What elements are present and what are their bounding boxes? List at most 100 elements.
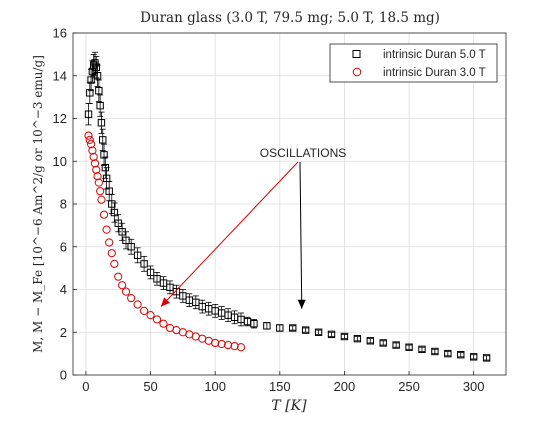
data-point-circle: [152, 315, 162, 324]
data-point-square: [418, 345, 426, 354]
data-point-square: [96, 101, 104, 110]
data-point-square: [457, 350, 465, 359]
data-point-square: [327, 330, 336, 339]
data-point-square: [179, 292, 187, 300]
data-point-square: [379, 339, 387, 347]
data-point-square: [353, 334, 362, 343]
data-point-circle: [146, 311, 155, 320]
data-point-circle: [105, 238, 114, 247]
x-axis-label: T [K]: [271, 398, 307, 414]
data-point-circle: [127, 293, 136, 303]
data-point-square: [97, 119, 106, 127]
y-tick-label: 10: [53, 154, 67, 169]
legend-label-5T: intrinsic Duran 5.0 T: [383, 49, 486, 61]
data-point-square: [122, 236, 130, 245]
data-point-circle: [224, 340, 233, 350]
data-point-square: [95, 87, 103, 95]
x-tick-label: 200: [334, 379, 356, 394]
data-point-square: [146, 268, 155, 277]
data-point-square: [108, 200, 116, 208]
data-point-square: [192, 298, 200, 307]
data-point-square: [405, 343, 413, 351]
data-point-square: [250, 320, 258, 328]
data-marks: [84, 51, 491, 362]
data-point-circle: [211, 338, 220, 348]
data-point-square: [92, 63, 100, 71]
data-point-square: [482, 354, 491, 362]
data-point-circle: [93, 172, 102, 181]
data-point-square: [153, 275, 161, 283]
chart-title: Duran glass (3.0 T, 79.5 mg; 5.0 T, 18.5…: [140, 10, 440, 26]
x-tick-label: 250: [398, 379, 420, 394]
series-2: [84, 131, 246, 352]
data-point-circle: [159, 319, 168, 328]
data-point-circle: [236, 343, 246, 352]
data-point-circle: [121, 287, 131, 296]
legend: intrinsic Duran 5.0 T intrinsic Duran 3.…: [329, 43, 498, 83]
data-point-square: [110, 208, 119, 217]
data-point-square: [166, 283, 174, 292]
data-point-circle: [94, 178, 103, 187]
data-point-circle: [230, 342, 239, 351]
data-point-circle: [118, 281, 127, 290]
data-point-square: [469, 353, 478, 361]
data-point-circle: [114, 272, 123, 281]
annotation-arrow-black: [299, 161, 303, 309]
y-tick-label: 0: [60, 368, 67, 383]
grid: [73, 32, 506, 376]
data-point-square: [93, 72, 102, 80]
data-point-circle: [86, 140, 96, 149]
data-point-square: [301, 326, 310, 334]
oscillations-annotation: OSCILLATIONS: [260, 146, 346, 160]
data-point-circle: [133, 300, 142, 309]
data-point-square: [444, 349, 452, 358]
data-point-square: [99, 136, 107, 144]
legend-marker-square: [352, 50, 361, 58]
data-point-circle: [90, 159, 100, 168]
data-point-square: [133, 251, 142, 260]
data-point-circle: [97, 195, 106, 204]
y-axis-label: M, M − M_Fe [10^−6 Am^2/g or 10^−3 emu/g…: [31, 55, 45, 353]
data-point-square: [87, 76, 95, 84]
x-tick-label: 50: [143, 379, 157, 394]
plot-frame: [72, 32, 507, 376]
x-tick-label: 0: [82, 379, 89, 394]
data-point-square: [340, 332, 349, 341]
data-point-square: [289, 324, 297, 332]
x-tick-label: 100: [204, 379, 226, 394]
y-tick-label: 14: [53, 68, 67, 83]
y-tick-label: 4: [60, 282, 67, 297]
data-point-square: [86, 89, 94, 97]
data-point-circle: [92, 165, 101, 174]
data-point-square: [172, 287, 181, 296]
y-tick-label: 6: [60, 239, 67, 254]
data-point-circle: [88, 146, 97, 155]
legend-marker-circle: [352, 67, 362, 77]
data-point-circle: [107, 249, 116, 258]
data-point-circle: [84, 131, 93, 140]
y-tick-label: 2: [60, 325, 67, 340]
annotation-arrow-red: [160, 161, 299, 307]
data-point-square: [91, 59, 99, 67]
x-tick-label: 300: [463, 379, 485, 394]
y-tick-label: 12: [53, 111, 67, 126]
data-point-square: [100, 151, 108, 159]
data-point-square: [314, 328, 323, 336]
data-point-circle: [85, 135, 94, 144]
annotation-arrowhead-red: [160, 297, 170, 307]
data-point-square: [140, 260, 148, 268]
data-point-circle: [110, 259, 119, 268]
data-point-circle: [139, 306, 149, 315]
data-point-square: [366, 337, 374, 345]
data-point-circle: [102, 225, 111, 234]
data-point-circle: [99, 210, 109, 219]
data-point-square: [276, 324, 284, 332]
tick-labels: 0 50 100 150 200 250 300 0 2 4 6 8 10 12 14 16: [53, 26, 485, 395]
annotation-arrowhead-black: [297, 299, 306, 309]
data-point-square: [127, 243, 135, 251]
data-point-circle: [217, 339, 226, 349]
y-tick-label: 16: [53, 26, 67, 41]
x-tick-label: 150: [269, 379, 291, 394]
data-point-square: [159, 279, 168, 287]
